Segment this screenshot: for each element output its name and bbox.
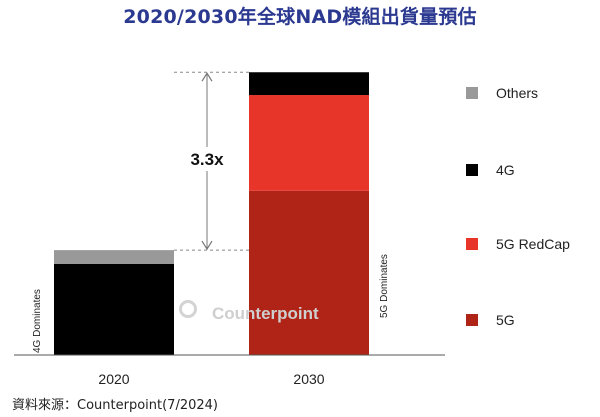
bar-2030-5g <box>249 190 369 355</box>
bar-annotation-5g-dominates: 5G Dominates <box>379 254 390 318</box>
x-tick-label: 2030 <box>293 371 324 387</box>
legend-label: Others <box>496 85 539 101</box>
bar-annotation-4g-dominates: 4G Dominates <box>32 289 43 353</box>
legend-swatch <box>466 87 478 99</box>
growth-label: 3.3x <box>190 150 224 169</box>
legend-label: 5G <box>496 312 515 328</box>
watermark-text: Counterpoint <box>212 304 319 323</box>
chart-title: 2020/2030年全球NAD模組出貨量預估 <box>123 6 477 28</box>
watermark-logo-icon <box>179 300 197 318</box>
bar-2030-5g-redcap <box>249 95 369 191</box>
x-tick-label: 2020 <box>98 371 129 387</box>
growth-label-bg <box>185 147 229 171</box>
bars-group <box>54 72 369 355</box>
arrow-head-up-icon <box>201 72 213 82</box>
x-tick-labels: 2020 2030 <box>98 371 324 387</box>
legend-swatch <box>466 238 478 250</box>
legend-swatch <box>466 164 478 176</box>
bar-2020-4g <box>54 263 174 355</box>
legend-label: 5G RedCap <box>496 236 570 252</box>
source-note: 資料來源：Counterpoint(7/2024) <box>12 398 218 413</box>
arrow-head-down-icon <box>201 240 213 251</box>
bar-2030-4g <box>249 72 369 96</box>
bar-2020-others <box>54 250 174 264</box>
legend-label: 4G <box>496 162 515 178</box>
annotations-group: 4G Dominates 5G Dominates 3.3x <box>32 71 390 353</box>
legend-swatch <box>466 314 478 326</box>
